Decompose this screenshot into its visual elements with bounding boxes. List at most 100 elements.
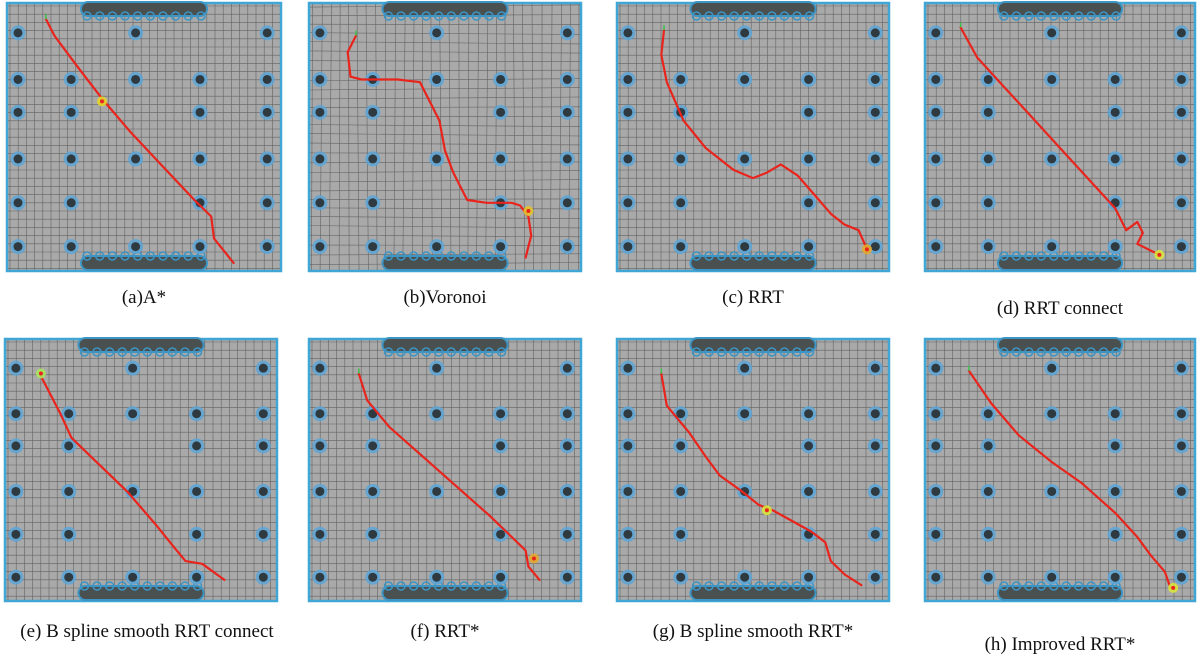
planned-path [39, 375, 226, 581]
pillar-core [740, 363, 750, 373]
pillar-core [1110, 154, 1120, 164]
pillar-core [13, 242, 23, 252]
pillar-core [258, 529, 268, 539]
pillar-core [11, 572, 21, 582]
pillar-core [870, 242, 880, 252]
bottom-wall-obstacle [80, 251, 208, 271]
pillar-core [315, 363, 325, 373]
pillar-core [131, 242, 141, 252]
pillar-core [804, 242, 814, 252]
floor [307, 337, 583, 603]
pillar-core [804, 107, 814, 117]
map-svg-h [923, 337, 1197, 603]
pillar-core [870, 529, 880, 539]
pillar-core [262, 154, 272, 164]
pillar-core [983, 572, 993, 582]
pillar-core [931, 529, 941, 539]
pillar-core [1110, 441, 1120, 451]
pillar-core [315, 486, 325, 496]
pillar-core [562, 242, 572, 252]
pillar-core [1110, 529, 1120, 539]
pillar-core [1176, 529, 1186, 539]
pillar-core [804, 154, 814, 164]
pillar-core [195, 198, 205, 208]
pillar-core [262, 242, 272, 252]
pillar-core [192, 409, 202, 419]
pillar-core [258, 572, 268, 582]
pillar-core [195, 242, 205, 252]
pillar-core [740, 409, 750, 419]
pillar-core [1047, 409, 1057, 419]
pillar-core [983, 107, 993, 117]
top-wall-obstacle [689, 337, 817, 357]
pillar-core [562, 572, 572, 582]
pillar-core [128, 572, 138, 582]
panel-h: (h) Improved RRT* [922, 336, 1200, 671]
pillar-core [623, 198, 633, 208]
pillar-core [804, 198, 814, 208]
pillar-core [195, 74, 205, 84]
pillar-obstacles [620, 25, 883, 255]
pillar-core [870, 107, 880, 117]
pillar-core [315, 441, 325, 451]
caption-f: (f) RRT* [410, 621, 480, 642]
pillar-core [13, 107, 23, 117]
pillar-core [432, 28, 442, 38]
panel-b: (b)Voronoi [306, 0, 591, 330]
pillar-core [1176, 441, 1186, 451]
goal-marker-core [526, 208, 531, 213]
map-svg-a [5, 1, 283, 273]
pillar-core [128, 409, 138, 419]
pillar-core [432, 409, 442, 419]
map-h [922, 336, 1198, 604]
pillar-core [931, 198, 941, 208]
pillar-core [258, 409, 268, 419]
pillar-core [931, 363, 941, 373]
pillar-core [740, 242, 750, 252]
grid-lines [6, 340, 276, 600]
floor [615, 337, 891, 603]
pillar-core [740, 28, 750, 38]
pillar-core [983, 529, 993, 539]
pillar-core [64, 486, 74, 496]
pillar-core [804, 441, 814, 451]
pillar-core [931, 409, 941, 419]
pillar-core [804, 409, 814, 419]
pillar-core [432, 74, 442, 84]
caption-a: (a)A* [121, 287, 167, 308]
pillar-core [496, 529, 506, 539]
pillar-core [870, 486, 880, 496]
top-wall-obstacle [77, 337, 205, 357]
pillar-core [262, 198, 272, 208]
map-g [614, 336, 892, 604]
pillar-core [623, 107, 633, 117]
pillar-core [315, 572, 325, 582]
caption-h: (h) Improved RRT* [984, 634, 1136, 655]
panel-c: (c) RRT [614, 0, 899, 330]
pillar-core [983, 486, 993, 496]
pillar-core [870, 572, 880, 582]
pillar-core [496, 107, 506, 117]
planned-path [346, 34, 533, 259]
pillar-core [11, 363, 21, 373]
pillar-core [13, 74, 23, 84]
floor [923, 337, 1197, 603]
bottom-wall-obstacle [689, 581, 817, 601]
pillar-core [315, 409, 325, 419]
pillar-core [562, 409, 572, 419]
pillar-core [192, 529, 202, 539]
pillar-core [804, 572, 814, 582]
top-wall-obstacle [689, 1, 817, 21]
pillar-core [740, 486, 750, 496]
panel-a: (a)A* [4, 0, 289, 330]
pillar-core [432, 154, 442, 164]
goal-marker-core [864, 247, 869, 252]
pillar-core [562, 363, 572, 373]
pillar-core [740, 572, 750, 582]
pillar-core [562, 529, 572, 539]
pillar-core [562, 28, 572, 38]
map-a [4, 0, 284, 274]
bottom-wall-obstacle [996, 581, 1124, 601]
pillar-obstacles [620, 360, 883, 585]
pillar-core [676, 409, 686, 419]
